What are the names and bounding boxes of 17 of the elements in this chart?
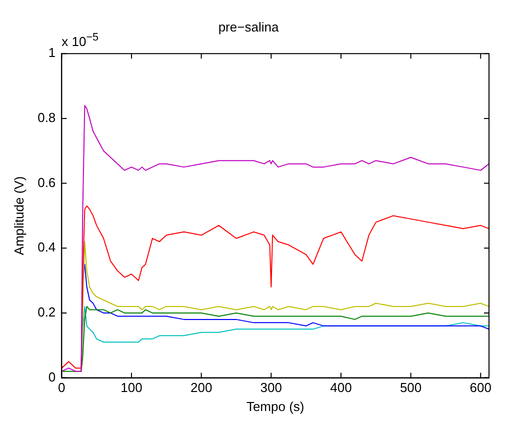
x-axis-title: Tempo (s) bbox=[246, 398, 304, 414]
y-axis-title: Amplitude (V) bbox=[11, 176, 26, 256]
x-tick-label: 300 bbox=[260, 380, 282, 396]
x-tick-label: 500 bbox=[400, 380, 422, 396]
x-tick-label: 200 bbox=[190, 380, 212, 396]
x-tick-label: 400 bbox=[330, 380, 352, 396]
x-tick-label: 100 bbox=[120, 380, 142, 396]
y-tick-label: 0 bbox=[48, 369, 56, 384]
y-tick-label: 0.4 bbox=[38, 240, 56, 255]
y-tick-label: 0.6 bbox=[38, 174, 56, 190]
y-tick-label: 1 bbox=[48, 45, 56, 60]
x-tick-label: 600 bbox=[470, 380, 492, 396]
y-tick-label: 0.2 bbox=[38, 304, 56, 320]
x-tick-label: 0 bbox=[58, 380, 66, 396]
chart-title: pre−salina bbox=[218, 19, 280, 34]
y-tick-label: 0.8 bbox=[38, 110, 56, 126]
text: x 10$^{−5}$ bbox=[62, 32, 99, 49]
